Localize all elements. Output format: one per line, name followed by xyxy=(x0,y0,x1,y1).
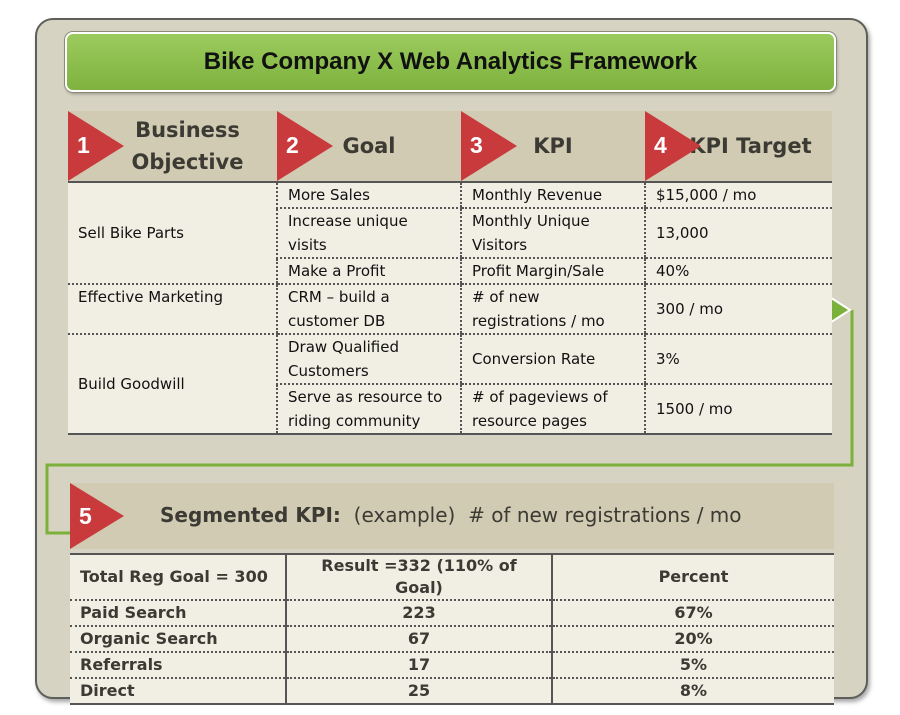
title-banner: Bike Company X Web Analytics Framework xyxy=(65,32,836,92)
kpi-framework-table: 1 Business Objective 2 Goal 3 KPI 4 KPI T… xyxy=(68,111,832,435)
kpi-cell: Conversion Rate xyxy=(460,334,645,385)
flag-5-icon: 5 xyxy=(70,483,130,549)
goal-cell: Serve as resource to riding community xyxy=(276,384,461,435)
segmented-kpi-table: Total Reg Goal = 300 Result =332 (110% o… xyxy=(70,553,834,705)
percent-cell: 8% xyxy=(551,678,834,705)
connector-line xyxy=(45,310,854,535)
segment-header-cell: Percent xyxy=(551,553,834,601)
goal-cell: Make a Profit xyxy=(276,258,461,285)
kpi-cell: Monthly Unique Visitors xyxy=(460,208,645,259)
target-cell: 40% xyxy=(644,258,832,285)
target-cell: 300 / mo xyxy=(644,284,832,335)
source-cell: Direct xyxy=(70,678,286,705)
table-row: Referrals 17 5% xyxy=(70,652,834,679)
table-row: Direct 25 8% xyxy=(70,678,834,705)
page-title: Bike Company X Web Analytics Framework xyxy=(203,48,698,75)
percent-cell: 5% xyxy=(551,652,834,679)
source-cell: Paid Search xyxy=(70,600,286,627)
table-row: Organic Search 67 20% xyxy=(70,626,834,653)
flag-2-icon: 2 xyxy=(277,111,337,181)
flag-3-icon: 3 xyxy=(461,111,521,181)
segmented-kpi-title: Segmented KPI: (example) # of new regist… xyxy=(160,503,742,527)
goal-cell: Draw Qualified Customers xyxy=(276,334,461,385)
table-row: Make a Profit Profit Margin/Sale 40% xyxy=(68,258,832,285)
col-header-goal: 2 Goal xyxy=(277,111,461,182)
result-cell: 67 xyxy=(285,626,552,653)
table-row: Paid Search 223 67% xyxy=(70,600,834,627)
table-row: Build Goodwill Draw Qualified Customers … xyxy=(68,334,832,435)
flag-1-icon: 1 xyxy=(68,111,128,181)
table-row: Increase unique visits Monthly Unique Vi… xyxy=(68,208,832,259)
target-cell: 13,000 xyxy=(644,208,832,259)
kpi-cell: Monthly Revenue xyxy=(460,181,645,209)
target-cell: $15,000 / mo xyxy=(644,181,832,209)
objective-cell: Effective Marketing xyxy=(68,284,277,335)
kpi-header-row: 1 Business Objective 2 Goal 3 KPI 4 KPI T… xyxy=(68,111,832,182)
segment-header-cell: Result =332 (110% of Goal) xyxy=(285,553,552,601)
flag-4-icon: 4 xyxy=(645,111,705,181)
goal-cell: CRM – build a customer DB xyxy=(276,284,461,335)
percent-cell: 67% xyxy=(551,600,834,627)
result-cell: 17 xyxy=(285,652,552,679)
table-row: Sell Bike Parts More Sales Monthly Reven… xyxy=(68,181,832,285)
source-cell: Organic Search xyxy=(70,626,286,653)
table-row: Serve as resource to riding community # … xyxy=(68,384,832,435)
goal-cell: More Sales xyxy=(276,181,461,209)
kpi-cell: # of pageviews of resource pages xyxy=(460,384,645,435)
objective-cell: Build Goodwill xyxy=(68,334,277,435)
kpi-cell: # of new registrations / mo xyxy=(460,284,645,335)
target-cell: 1500 / mo xyxy=(644,384,832,435)
source-cell: Referrals xyxy=(70,652,286,679)
kpi-cell: Profit Margin/Sale xyxy=(460,258,645,285)
col-header-kpi: 3 KPI xyxy=(461,111,645,182)
goal-cell: Increase unique visits xyxy=(276,208,461,259)
segment-header-cell: Total Reg Goal = 300 xyxy=(70,553,286,601)
segment-header-row: Total Reg Goal = 300 Result =332 (110% o… xyxy=(70,553,834,601)
table-row: Effective Marketing CRM – build a custom… xyxy=(68,284,832,335)
target-cell: 3% xyxy=(644,334,832,385)
result-cell: 223 xyxy=(285,600,552,627)
col-header-kpi-target: 4 KPI Target xyxy=(645,111,832,182)
objective-cell: Sell Bike Parts xyxy=(68,181,277,285)
segmented-kpi-header: 5 Segmented KPI: (example) # of new regi… xyxy=(70,483,834,549)
result-cell: 25 xyxy=(285,678,552,705)
col-header-business-objective: 1 Business Objective xyxy=(68,111,277,182)
percent-cell: 20% xyxy=(551,626,834,653)
